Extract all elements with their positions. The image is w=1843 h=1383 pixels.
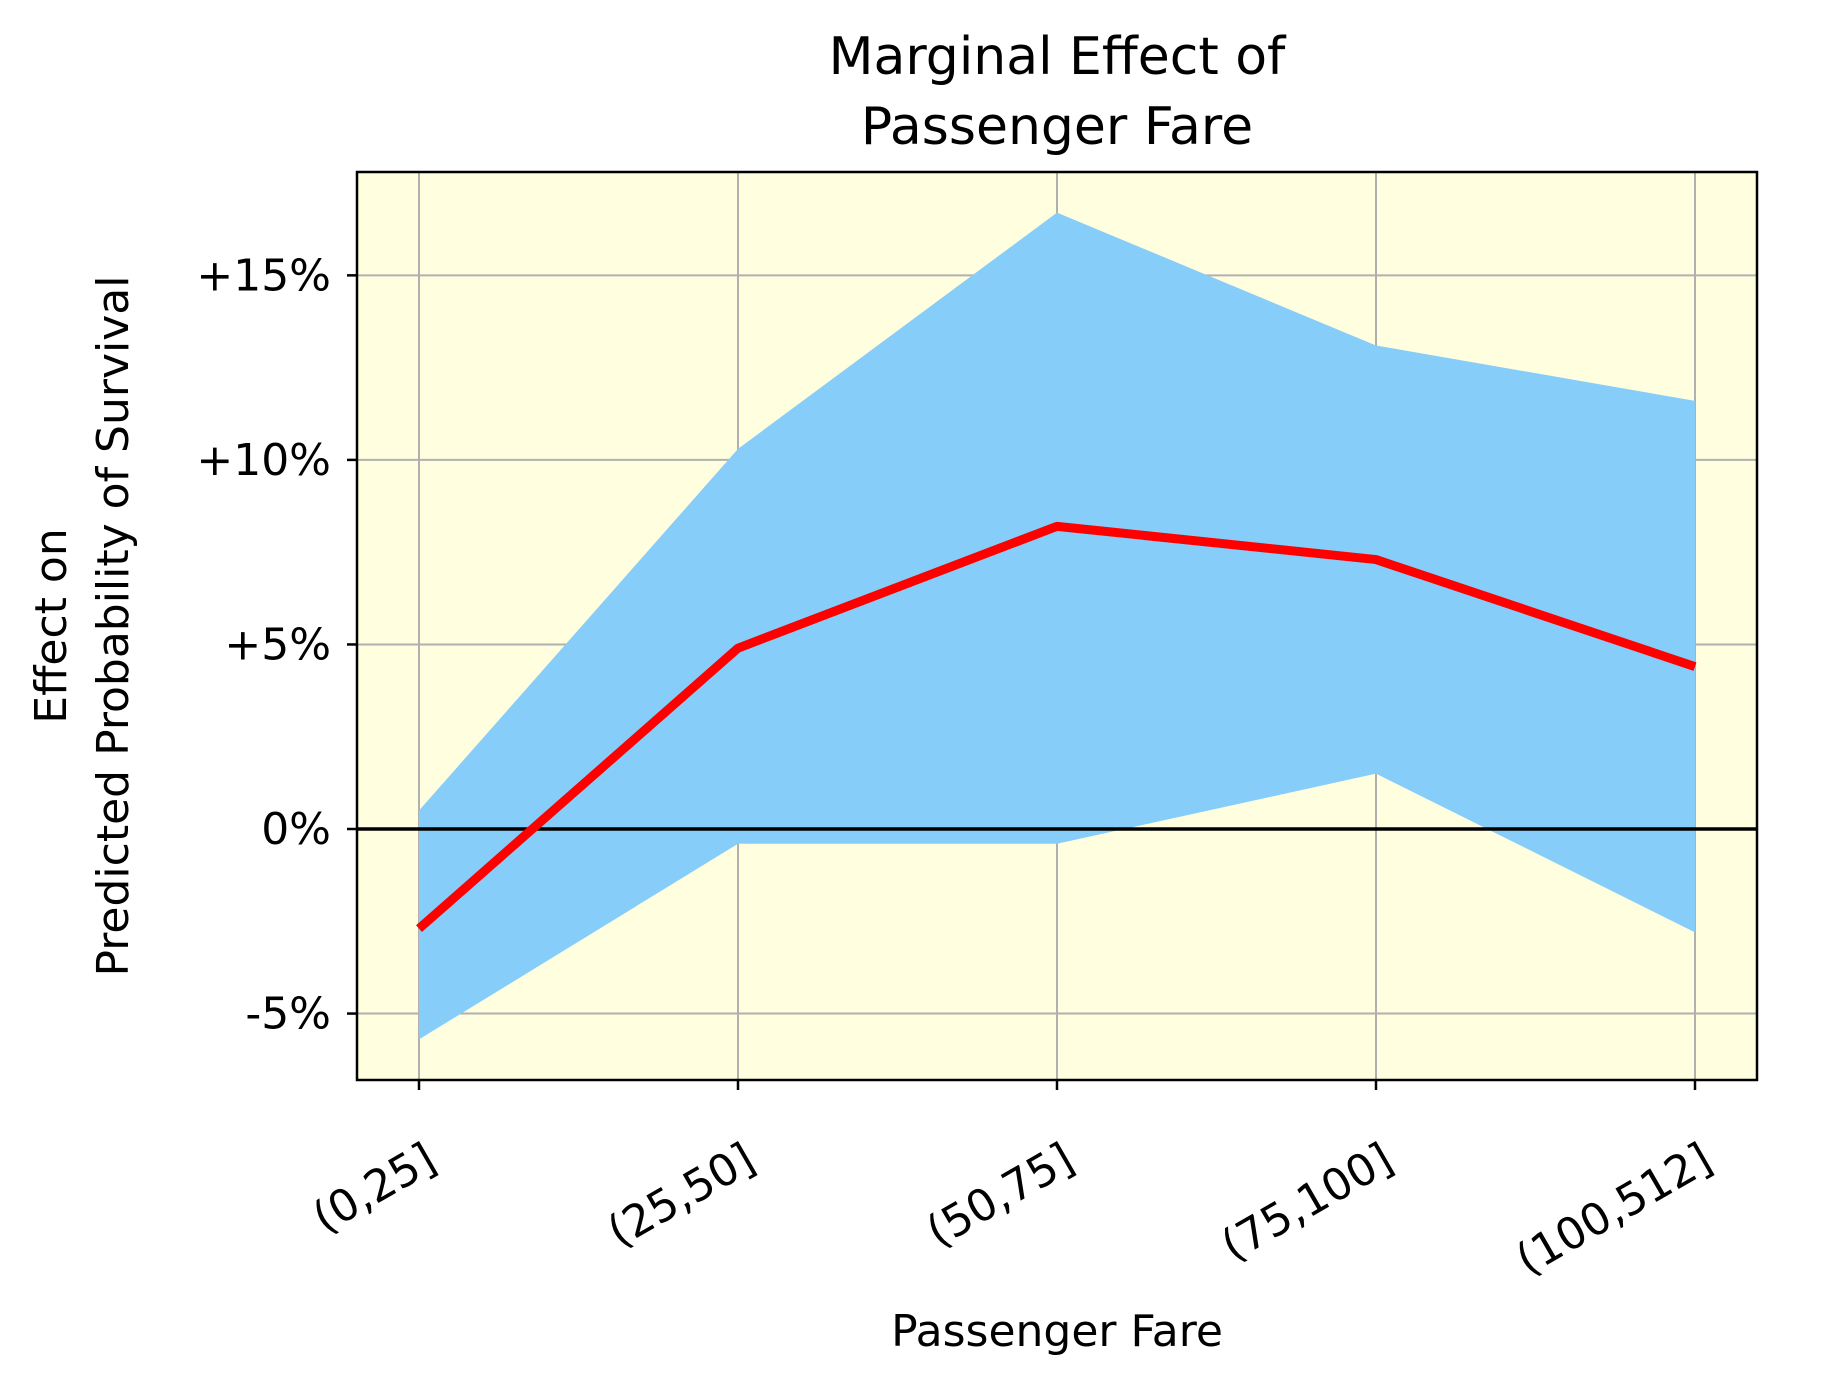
x-tick-label: (75,100] — [1213, 1133, 1402, 1271]
chart-title: Marginal Effect of Passenger Fare — [829, 27, 1287, 157]
y-tick-label: +5% — [224, 619, 331, 670]
y-axis-ticks: -5% 0% +5% +10% +15% — [196, 250, 357, 1040]
x-tick-label: (25,50] — [599, 1133, 763, 1257]
y-tick-label: +10% — [196, 435, 331, 486]
x-axis-label: Passenger Fare — [891, 1306, 1223, 1357]
x-tick-label: (100,512] — [1508, 1133, 1721, 1285]
chart-title-line-1: Marginal Effect of — [829, 27, 1287, 87]
y-tick-label: 0% — [261, 804, 331, 855]
y-tick-label: -5% — [245, 989, 331, 1040]
y-tick-label: +15% — [196, 250, 331, 301]
x-axis-ticks: (0,25] (25,50] (50,75] (75,100] (100,512] — [304, 1080, 1721, 1286]
confidence-band — [419, 212, 1695, 1040]
y-axis-label: Effect on Predicted Probability of Survi… — [26, 276, 139, 977]
confidence-band-area — [419, 212, 1695, 1040]
chart-title-line-2: Passenger Fare — [861, 97, 1253, 157]
x-tick-label: (0,25] — [304, 1133, 444, 1243]
y-axis-label-line-1: Effect on — [26, 528, 77, 723]
y-axis-label-line-2: Predicted Probability of Survival — [88, 276, 139, 977]
series-lines — [416, 521, 1697, 933]
series-line — [416, 521, 1697, 933]
x-tick-label: (50,75] — [918, 1133, 1082, 1257]
